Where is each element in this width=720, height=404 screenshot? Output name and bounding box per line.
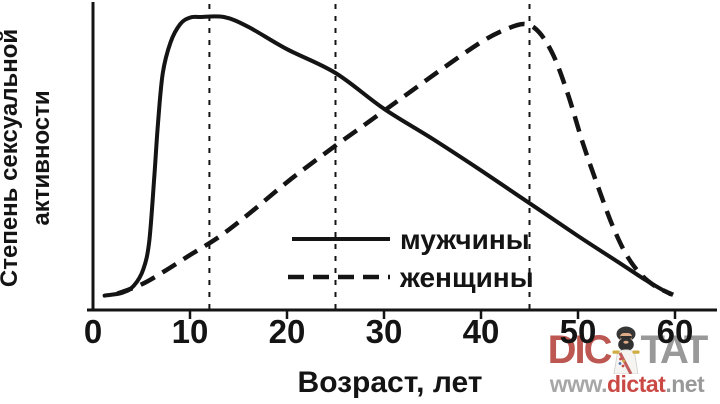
x-tick-label-60: 60: [657, 313, 694, 350]
y-axis-title-line-2: активности: [28, 90, 55, 225]
x-tick-label-30: 30: [366, 313, 403, 350]
watermark-url: www.dictat.net: [540, 373, 714, 396]
legend-label-men: мужчины: [400, 224, 530, 255]
watermark-brand: DIC TAT: [540, 326, 714, 374]
x-tick-label-0: 0: [84, 313, 102, 350]
watermark-url-domain: dictat: [606, 371, 666, 397]
dictator-figure-icon: [612, 326, 640, 374]
x-tick-label-10: 10: [172, 313, 209, 350]
watermark-url-prefix: www.: [549, 371, 608, 397]
legend-label-women: женщины: [400, 262, 534, 293]
watermark-url-suffix: .net: [665, 371, 705, 397]
men-curve: [102, 14, 673, 298]
x-axis-title: Возраст, лет: [297, 366, 483, 399]
watermark: DIC TAT www.dictat.net: [540, 326, 714, 396]
x-tick-label-50: 50: [560, 313, 597, 350]
x-tick-label-20: 20: [269, 313, 306, 350]
watermark-text-dic: DIC: [547, 328, 613, 372]
y-axis-title-line-1: Степень сексуальной: [0, 29, 23, 287]
women-curve: [116, 21, 675, 297]
watermark-text-tat: TAT: [640, 328, 709, 372]
x-tick-label-40: 40: [463, 313, 500, 350]
